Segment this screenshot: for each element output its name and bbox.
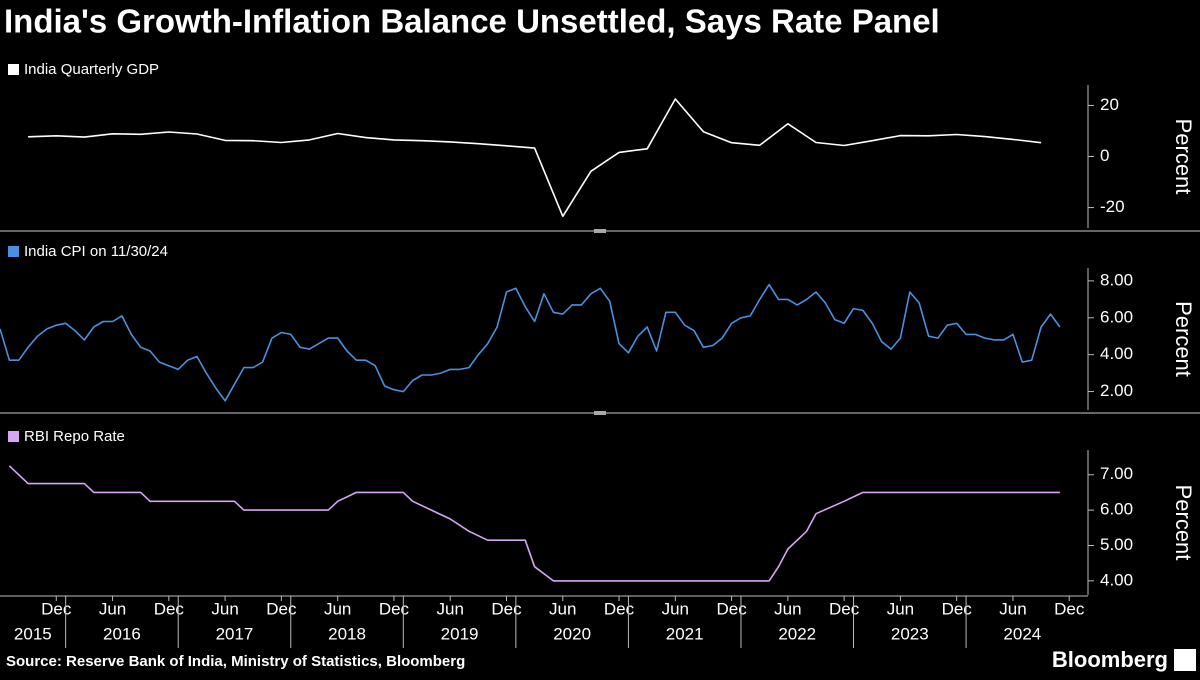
x-tick-label: Jun <box>211 599 238 618</box>
x-tick-label: Jun <box>99 599 126 618</box>
legend-swatch <box>8 64 19 75</box>
y-tick-label: 20 <box>1100 95 1119 114</box>
brand: Bloomberg <box>1052 647 1168 672</box>
x-tick-label: Dec <box>1054 599 1085 618</box>
year-label: 2022 <box>778 624 816 643</box>
y-tick-label: 2.00 <box>1100 381 1133 400</box>
y-tick-label: 0 <box>1100 146 1109 165</box>
x-tick-label: Jun <box>774 599 801 618</box>
year-label: 2019 <box>441 624 479 643</box>
y-tick-label: 6.00 <box>1100 307 1133 326</box>
year-label: 2023 <box>891 624 929 643</box>
x-tick-label: Dec <box>942 599 973 618</box>
y-axis-label: Percent <box>1171 119 1196 195</box>
x-tick-label: Dec <box>829 599 860 618</box>
y-tick-label: 5.00 <box>1100 535 1133 554</box>
year-label: 2017 <box>216 624 254 643</box>
x-tick-label: Jun <box>662 599 689 618</box>
x-tick-label: Dec <box>491 599 522 618</box>
y-tick-label: 8.00 <box>1100 270 1133 289</box>
legend-label: India CPI on 11/30/24 <box>24 243 168 260</box>
y-tick-label: 7.00 <box>1100 464 1133 483</box>
y-tick-label: -20 <box>1100 197 1125 216</box>
line <box>8 465 1060 582</box>
y-axis-label: Percent <box>1171 485 1196 561</box>
year-label: 2015 <box>14 624 52 643</box>
chart-title: India's Growth-Inflation Balance Unsettl… <box>4 3 940 40</box>
source: Source: Reserve Bank of India, Ministry … <box>6 653 465 670</box>
legend-swatch <box>8 246 19 257</box>
x-tick-label: Jun <box>999 599 1026 618</box>
y-tick-label: 4.00 <box>1100 344 1133 363</box>
year-label: 2021 <box>666 624 704 643</box>
y-tick-label: 6.00 <box>1100 500 1133 519</box>
y-axis-label: Percent <box>1171 301 1196 377</box>
legend-label: RBI Repo Rate <box>24 428 125 445</box>
year-label: 2018 <box>328 624 366 643</box>
x-tick-label: Dec <box>266 599 297 618</box>
x-tick-label: Dec <box>604 599 635 618</box>
year-label: 2024 <box>1003 624 1041 643</box>
line <box>28 98 1042 218</box>
brand-icon <box>1174 649 1196 671</box>
x-tick-label: Jun <box>549 599 576 618</box>
x-tick-label: Dec <box>716 599 747 618</box>
x-tick-label: Jun <box>887 599 914 618</box>
line <box>0 283 1061 402</box>
x-tick-label: Jun <box>436 599 463 618</box>
year-label: 2020 <box>553 624 591 643</box>
x-tick-label: Dec <box>154 599 185 618</box>
y-tick-label: 4.00 <box>1100 570 1133 589</box>
year-label: 2016 <box>103 624 141 643</box>
x-tick-label: Dec <box>41 599 72 618</box>
x-tick-label: Jun <box>324 599 351 618</box>
x-tick-label: Dec <box>379 599 410 618</box>
legend-label: India Quarterly GDP <box>24 61 159 78</box>
legend-swatch <box>8 431 19 442</box>
